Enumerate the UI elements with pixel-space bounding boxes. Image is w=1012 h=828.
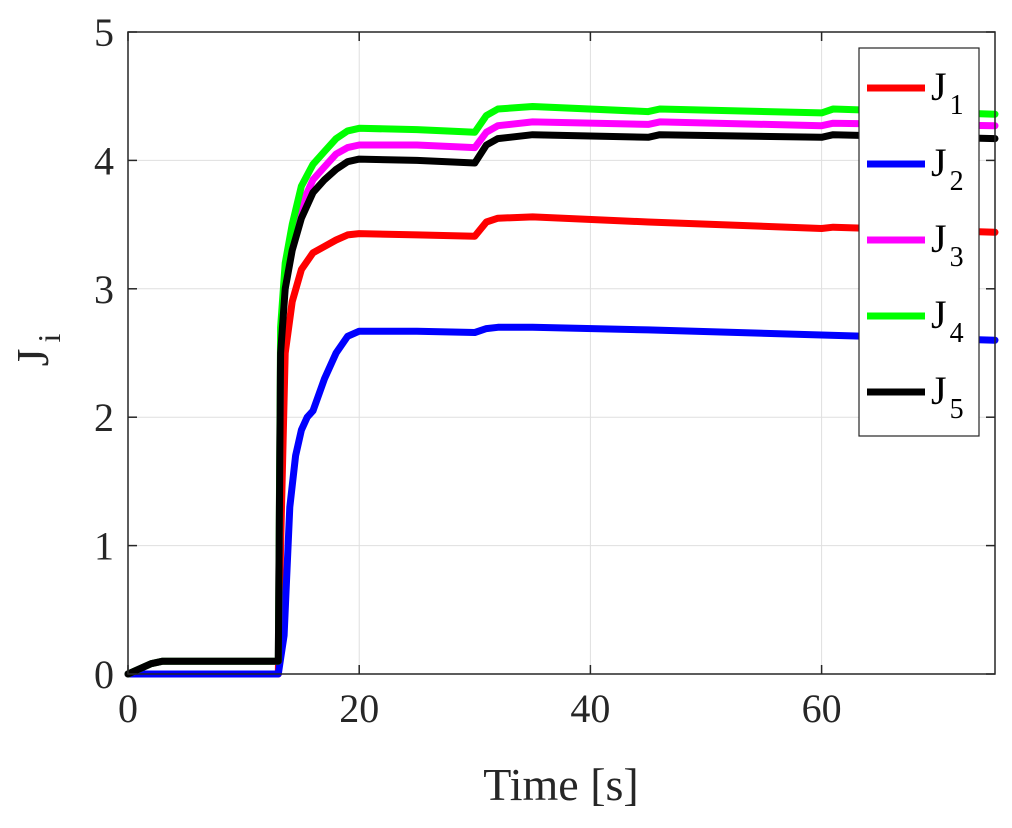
y-tick-label: 1 xyxy=(94,524,114,569)
y-axis-label-subscript: i xyxy=(31,333,67,342)
x-axis-ticks: 0 20 40 60 xyxy=(118,32,842,731)
y-tick-label: 0 xyxy=(94,652,114,697)
y-axis-label: Ji xyxy=(7,333,67,366)
series-line-j2 xyxy=(124,323,999,678)
y-tick-label: 5 xyxy=(94,10,114,55)
y-tick-label: 3 xyxy=(94,267,114,312)
x-axis-label: Time [s] xyxy=(483,759,639,810)
x-tick-label: 20 xyxy=(339,686,379,731)
x-tick-label: 0 xyxy=(118,686,138,731)
legend: J 1 J 2 J 3 J 4 J 5 xyxy=(858,47,980,437)
plot-frame xyxy=(127,31,996,675)
y-tick-label: 4 xyxy=(94,138,114,183)
y-tick-label: 2 xyxy=(94,395,114,440)
series-line-j5 xyxy=(124,131,999,678)
y-axis-ticks: 0 1 2 3 4 5 xyxy=(94,10,995,697)
x-tick-label: 60 xyxy=(802,686,842,731)
series-line-j1 xyxy=(124,213,999,678)
x-tick-label: 40 xyxy=(570,686,610,731)
series-lines xyxy=(124,103,999,678)
y-axis-label-main: J xyxy=(7,348,58,366)
